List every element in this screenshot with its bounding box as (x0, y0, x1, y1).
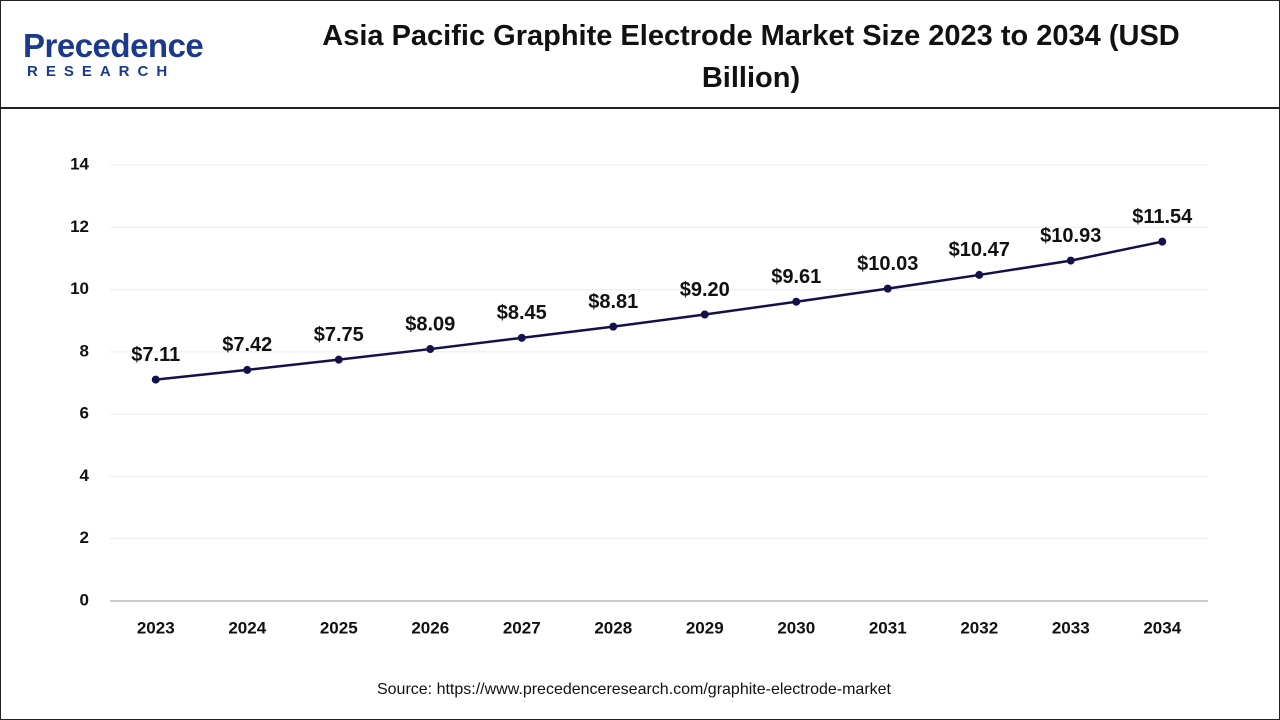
x-tick-label: 2030 (777, 618, 815, 637)
point (609, 322, 618, 331)
x-tick-label: 2028 (594, 618, 632, 637)
y-tick-label: 14 (70, 154, 89, 173)
y-tick-label: 8 (80, 341, 89, 360)
point (975, 270, 984, 279)
value-label: $8.09 (405, 313, 455, 335)
y-tick-label: 2 (80, 528, 89, 547)
x-tick-label: 2029 (686, 618, 724, 637)
point (883, 284, 892, 293)
y-tick-label: 10 (70, 279, 89, 298)
x-tick-label: 2025 (320, 618, 358, 637)
x-tick-label: 2031 (869, 618, 907, 637)
y-tick-label: 12 (70, 217, 89, 236)
value-label: $7.11 (131, 344, 180, 366)
point (1066, 256, 1075, 265)
y-tick-label: 6 (80, 404, 89, 423)
value-label: $7.42 (222, 334, 272, 356)
line (155, 240, 1163, 381)
value-label: $10.93 (1040, 225, 1101, 247)
x-tick-label: 2027 (503, 618, 541, 637)
x-tick-label: 2024 (228, 618, 266, 637)
point (243, 365, 252, 374)
header: Precedence RESEARCH Asia Pacific Graphit… (1, 1, 1279, 109)
chart-title: Asia Pacific Graphite Electrode Market S… (322, 20, 1180, 94)
value-label: $11.54 (1132, 206, 1193, 228)
value-label: $8.81 (588, 291, 638, 313)
point (426, 345, 435, 354)
value-label: $9.61 (771, 266, 821, 288)
point (1158, 237, 1167, 246)
logo-sub: RESEARCH (27, 63, 176, 80)
x-tick-label: 2033 (1052, 618, 1090, 637)
value-label: $10.03 (857, 253, 918, 275)
point (700, 310, 709, 319)
y-tick-label: 4 (80, 466, 90, 485)
value-label: $7.75 (314, 324, 364, 346)
logo-name: Precedence (23, 27, 204, 64)
source: Source: https://www.precedenceresearch.c… (377, 681, 892, 698)
value-label: $8.45 (497, 302, 547, 324)
x-tick-label: 2034 (1143, 618, 1181, 637)
y-tick-label: 0 (80, 590, 89, 609)
point (792, 297, 801, 306)
point (151, 375, 160, 384)
point (334, 355, 343, 364)
x-tick-label: 2032 (960, 618, 998, 637)
x-tick-label: 2023 (137, 618, 175, 637)
point (517, 333, 526, 342)
value-label: $10.47 (949, 239, 1010, 261)
value-label: $9.20 (680, 279, 730, 301)
x-tick-label: 2026 (411, 618, 449, 637)
